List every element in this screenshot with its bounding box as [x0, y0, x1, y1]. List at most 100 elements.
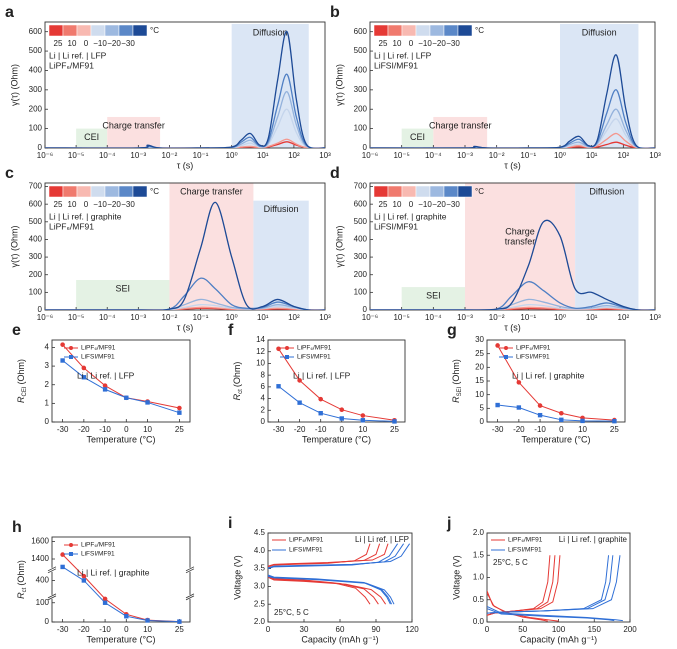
panel: 0 30 60 90 120 2.0 2.5 3.0 3.5 4.0 4.5 Capacity (mA…: [228, 515, 419, 644]
marker: [102, 383, 108, 388]
x-tick-label: 10⁻⁶: [362, 151, 378, 160]
y-label-sub: SEI: [457, 386, 463, 396]
marker: [318, 396, 323, 402]
marker: [124, 395, 129, 400]
note: LiPF₆/MF91: [49, 221, 94, 231]
marker: [559, 417, 564, 423]
x-tick-label: 0: [559, 425, 564, 434]
y-tick-label: 4.0: [254, 546, 266, 555]
colorbar-unit: °C: [150, 26, 159, 35]
colorbar-label: −20: [432, 39, 446, 48]
x-tick-label: 10⁻⁴: [425, 151, 442, 160]
y-tick-label: 100: [29, 287, 43, 296]
series-group: [497, 345, 615, 422]
series-line: [268, 543, 411, 569]
region-label: Charge transfer: [180, 186, 243, 196]
marker: [339, 416, 344, 421]
y-tick-label: 12: [256, 347, 265, 356]
series-line: [487, 608, 615, 622]
series-line: [62, 360, 180, 414]
y-tick-label: 2.0: [473, 528, 485, 537]
y-tick-label: 8: [261, 370, 266, 379]
y-label-unit: (Ohm): [16, 359, 26, 385]
colorbar-swatch: [104, 24, 120, 37]
y-tick-label: 1400: [31, 554, 49, 563]
x-tick-label: 10²: [618, 313, 630, 322]
legend-label: LiPF₆/MF91: [516, 345, 551, 352]
colorbar-label: 10: [393, 39, 402, 48]
legend-label: LiPF₆/MF91: [81, 542, 116, 549]
x-tick-label: -10: [99, 625, 111, 634]
legend-marker: [285, 355, 289, 359]
marker: [60, 342, 65, 347]
colorbar-swatch: [443, 24, 459, 37]
note: LiPF₆/MF91: [49, 60, 94, 70]
marker: [392, 419, 397, 424]
y-tick-label: 300: [29, 252, 43, 261]
y-tick-label: 400: [29, 66, 43, 75]
x-tick-label: 60: [336, 625, 345, 634]
colorbar-label: −10: [93, 200, 107, 209]
marker: [580, 418, 585, 424]
series-line: [45, 31, 325, 148]
x-tick-label: 25: [175, 425, 184, 434]
colorbar-label: 25: [54, 200, 63, 209]
panel-letter: g: [447, 322, 457, 339]
region-label: CEI: [410, 132, 425, 142]
legend-marker: [69, 552, 73, 556]
marker: [60, 552, 65, 557]
note: Li | Li ref. | graphite: [77, 567, 150, 577]
y-tick-label: 15: [475, 376, 484, 385]
colorbar-swatch: [443, 185, 459, 198]
y-tick-label: 300: [29, 85, 43, 94]
colorbar-label: −30: [446, 39, 460, 48]
y-tick-label: 1.0: [473, 573, 485, 582]
marker: [102, 387, 108, 392]
region: [575, 183, 639, 310]
axis-break-gap: [48, 567, 56, 572]
colorbar-label: 0: [84, 39, 89, 48]
y-axis-label: γ(τ) (Ohm): [9, 225, 19, 267]
colorbar-swatch: [373, 185, 389, 198]
colorbar-swatch: [401, 24, 417, 37]
marker: [360, 413, 366, 418]
region-label: SEI: [116, 283, 131, 293]
y-tick-label: 2: [45, 380, 50, 389]
region: [401, 128, 434, 148]
x-tick-label: 10³: [319, 313, 331, 322]
y-tick-label: 500: [29, 46, 43, 55]
x-tick-label: 10⁻⁵: [68, 151, 84, 160]
x-tick-label: 10⁻¹: [193, 151, 209, 160]
colorbar-label: 0: [409, 39, 414, 48]
region: [253, 200, 309, 310]
legend-label: LiFSI/MF91: [289, 547, 323, 554]
series-group: [268, 543, 411, 605]
series-line: [62, 554, 180, 622]
marker: [81, 365, 87, 371]
x-tick-label: 10: [143, 625, 152, 634]
note: Li | Li ref. | graphite: [374, 211, 447, 221]
colorbar-swatch: [457, 185, 473, 198]
panel: -30 -20 -10 0 10 25 0 2 4 6 8 10 12 14 Temperature (°C…: [228, 322, 406, 444]
marker: [81, 573, 87, 579]
series-line: [487, 605, 623, 622]
x-tick-label: 25: [175, 625, 184, 634]
y-tick-label: 5: [480, 403, 485, 412]
x-tick-label: 30: [300, 625, 309, 634]
region-label: SEI: [426, 290, 441, 300]
x-tick-label: 10: [143, 425, 152, 434]
axis-break-gap: [186, 594, 194, 599]
y-tick-label: 200: [29, 270, 43, 279]
region-label: Diffusion: [253, 27, 288, 37]
x-tick-label: 10: [358, 425, 367, 434]
axes-frame: [369, 182, 656, 311]
colorbar-label: −20: [107, 200, 121, 209]
y-axis-label: γ(τ) (Ohm): [334, 64, 344, 106]
region: [76, 280, 170, 310]
y-tick-label: 0: [363, 305, 368, 314]
series-line: [487, 555, 621, 614]
y-tick-label: 2: [261, 405, 266, 414]
x-tick-label: 10²: [618, 151, 630, 160]
colorbar-swatch: [373, 24, 389, 37]
x-axis-label: Temperature (°C): [86, 634, 155, 644]
